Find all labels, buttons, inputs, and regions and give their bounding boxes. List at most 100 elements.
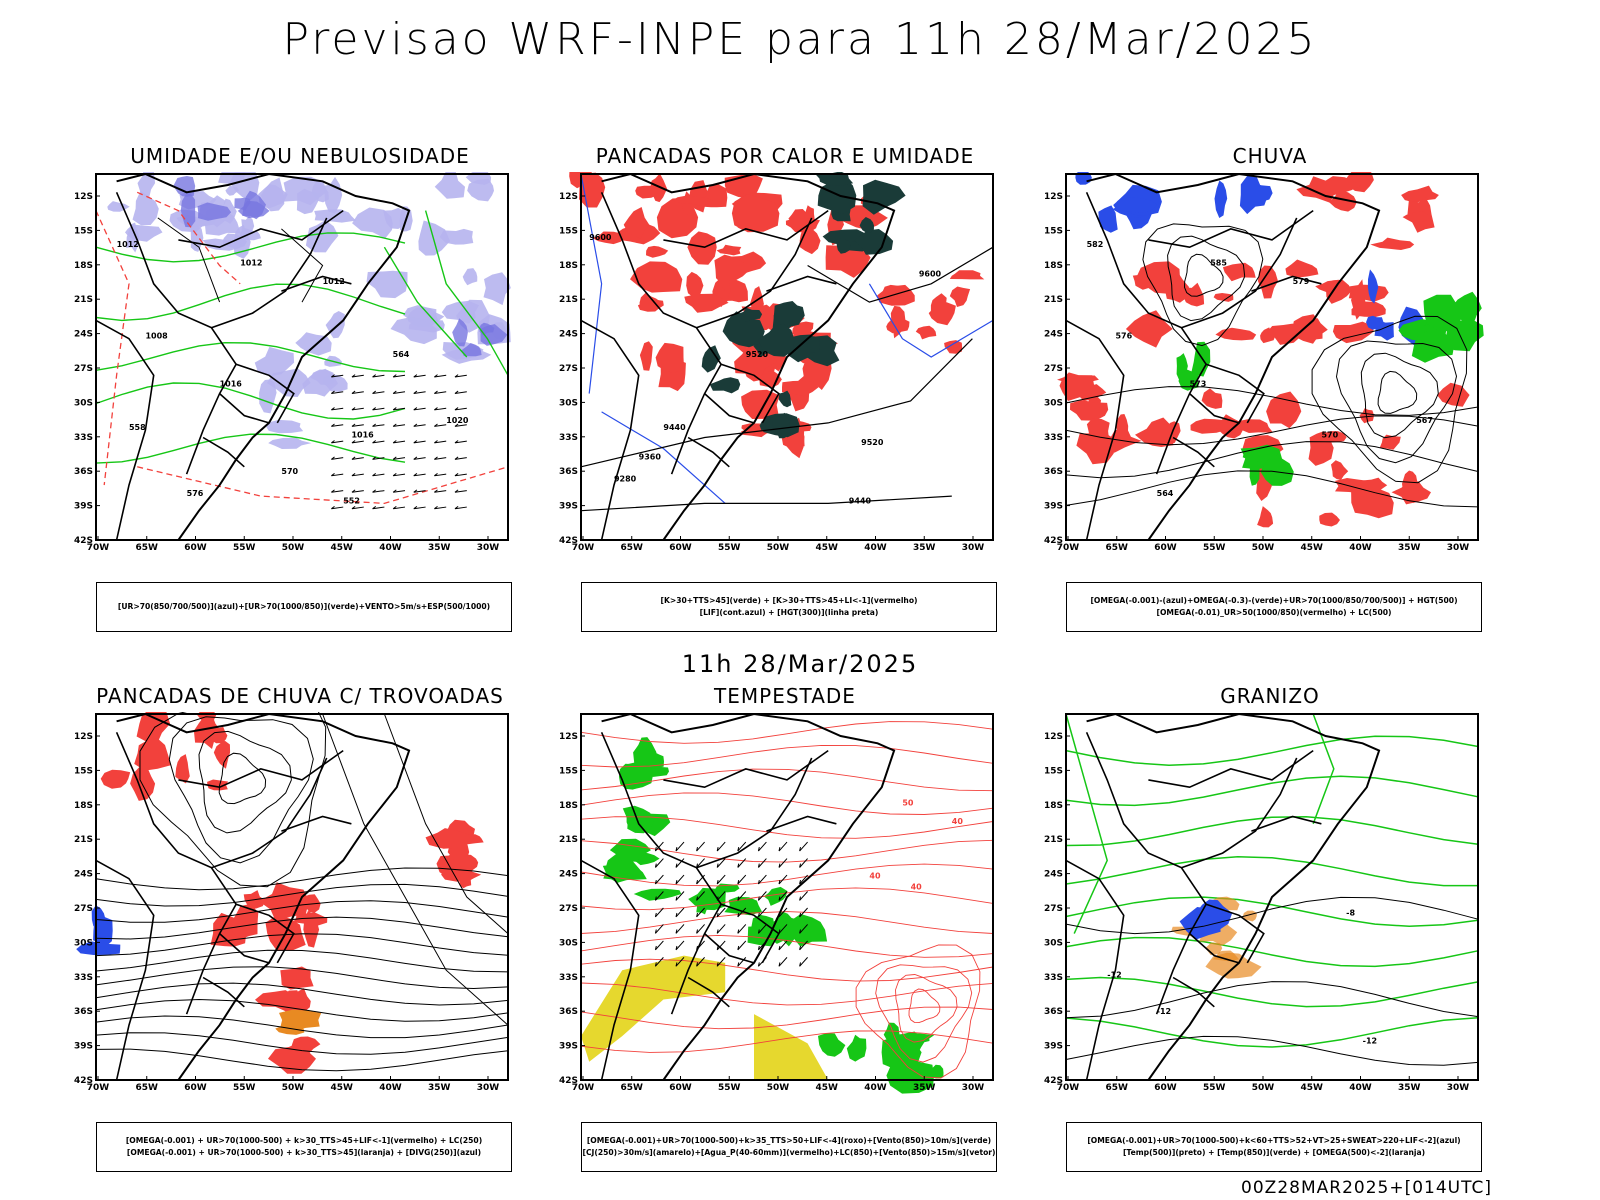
wind-vector — [372, 440, 385, 444]
wind-vector — [654, 924, 664, 934]
wind-vector — [654, 874, 664, 885]
wind-vector — [454, 456, 467, 460]
lon-label: 35W — [913, 1083, 936, 1093]
lon-label: 50W — [282, 1083, 305, 1093]
wind-vector — [696, 907, 705, 918]
lavender-area — [390, 317, 437, 345]
hgt500-contour — [1142, 223, 1264, 347]
darkgreen-area — [778, 390, 792, 408]
border-path — [1065, 859, 1125, 1081]
lavender-area — [465, 172, 492, 185]
map-umidade: 1012 1012 1012 1008 1016 1016 1020 576 570 564 558… — [74, 172, 511, 553]
map-pancadas-trovoadas: 70W 65W 60W 55W 50W 45W 40W 35W 30W 12S 15S 18S 21S 2… — [74, 712, 509, 1093]
page-title: Previsao WRF-INPE para 11h 28/Mar/2025 — [282, 14, 1318, 65]
red-area — [268, 1040, 316, 1074]
wind-vector — [372, 489, 385, 493]
contour-label: -12 — [1157, 1007, 1171, 1016]
wind-vector — [331, 473, 344, 477]
lon-label: 40W — [379, 543, 402, 553]
lon-label: 35W — [1398, 1083, 1421, 1093]
red-contour — [95, 210, 130, 486]
wind-vector — [716, 874, 726, 885]
streamline — [383, 713, 509, 934]
red-area — [207, 779, 228, 791]
wind-vector — [331, 440, 344, 444]
wind-vector — [392, 505, 406, 510]
wind-area — [763, 886, 788, 906]
border-path — [281, 275, 352, 292]
panel-umidade: UMIDADE E/OU NEBULOSIDADE 1012 1012 1012 10… — [70, 144, 530, 632]
wind-vector — [331, 489, 344, 493]
wind-vector — [778, 940, 788, 951]
water-contour — [855, 944, 981, 1079]
lat-label: 39S — [1044, 502, 1063, 512]
wind-vector — [351, 489, 364, 493]
panel-pancadas-trovoadas: PANCADAS DE CHUVA C/ TROVOADAS 70W 65W 60W… — [70, 684, 530, 1172]
streamline — [198, 730, 292, 834]
temp500-contour — [1065, 896, 1479, 935]
red-area — [731, 194, 780, 233]
wind-vector — [372, 407, 385, 411]
lat-label: 12S — [559, 732, 578, 742]
lat-label: 15S — [559, 226, 578, 236]
wind-vector — [737, 940, 747, 951]
lon-label: 60W — [1154, 543, 1177, 553]
wind-vector — [372, 505, 385, 510]
border-path — [663, 209, 829, 249]
lon-label: 70W — [1057, 543, 1080, 553]
red-area — [1086, 418, 1110, 443]
water-contours — [580, 721, 994, 1079]
streamlines — [95, 712, 509, 1072]
panel-pancadas-calor: PANCADAS POR CALOR E UMIDADE 9600 9600 952… — [555, 144, 1015, 632]
wind-vector — [737, 957, 747, 967]
lat-label: 33S — [74, 433, 93, 443]
darkgreen-area — [772, 412, 791, 439]
water-contour — [580, 1030, 994, 1053]
wind-vector — [392, 407, 406, 411]
wind-vector — [737, 841, 747, 852]
wind-vector — [799, 907, 808, 918]
lon-label: 70W — [1057, 1083, 1080, 1093]
red-area — [1351, 279, 1366, 320]
water-contour — [580, 721, 994, 744]
contour-label: 567 — [1416, 416, 1433, 425]
border-path — [1189, 393, 1240, 424]
wind-vector — [737, 874, 747, 885]
lat-label: 18S — [1044, 801, 1063, 811]
lat-label: 12S — [1044, 192, 1063, 202]
lat-label: 36S — [74, 467, 93, 477]
wind-vector — [331, 423, 344, 427]
contour-label: 576 — [1115, 332, 1132, 341]
forecast-date: 11h 28/Mar/2025 — [681, 650, 919, 678]
red-area — [1201, 388, 1223, 409]
wind-vector — [799, 841, 808, 852]
border-path — [95, 319, 155, 541]
lat-label: 15S — [1044, 226, 1063, 236]
lon-label: 40W — [379, 1083, 402, 1093]
lon-label: 30W — [962, 1083, 985, 1093]
wind-vector — [778, 858, 788, 868]
water-contour — [908, 988, 941, 1024]
border-path — [663, 749, 829, 789]
hgt500-contour — [1167, 235, 1246, 322]
wind-vector — [696, 841, 705, 852]
red-area — [1266, 323, 1304, 345]
wind-vector — [413, 390, 426, 394]
lat-label: 15S — [1044, 766, 1063, 776]
border-path — [1205, 903, 1265, 964]
border-path — [720, 903, 780, 964]
wind-vector — [654, 957, 664, 967]
lavender-area — [258, 184, 288, 209]
panel-tempestade: TEMPESTADE 50 40 40 40 70W 65W 60W 55W 50W 45W 40W… — [555, 684, 1015, 1172]
red-area — [136, 712, 171, 745]
lat-label: 27S — [559, 904, 578, 914]
lon-label: 50W — [1252, 1083, 1275, 1093]
wind-vector — [454, 473, 467, 477]
lat-label: 36S — [1044, 1007, 1063, 1017]
water-contour — [580, 911, 994, 934]
borders — [580, 191, 837, 541]
jet-stream-area — [754, 1014, 829, 1080]
map-frame — [580, 713, 994, 1081]
green-contour — [424, 210, 509, 376]
wind-vector — [351, 423, 364, 427]
